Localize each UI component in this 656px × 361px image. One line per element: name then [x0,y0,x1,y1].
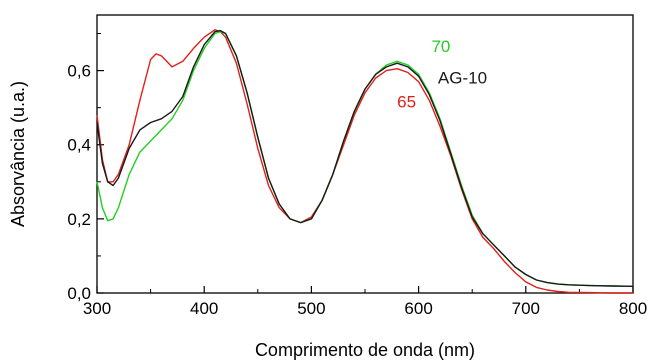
x-tick-label: 600 [404,299,432,318]
x-tick-label: 300 [83,299,111,318]
x-axis-title: Comprimento de onda (nm) [255,340,475,360]
x-tick-label: 500 [297,299,325,318]
y-tick-label: 0,2 [67,210,91,229]
series-lines [96,29,634,294]
x-tick-label: 800 [619,299,647,318]
series-label-65: 65 [397,93,416,112]
series-label-ag-10: AG-10 [438,69,487,88]
x-tick-label: 400 [190,299,218,318]
plot-frame [96,14,634,294]
series-line-ag-10 [96,29,634,287]
y-axis-title: Absorvância (u.a.) [8,81,28,227]
y-tick-label: 0,4 [67,136,91,155]
series-label-70: 70 [431,37,450,56]
x-tick-label: 700 [512,299,540,318]
x-axis-ticks: 300 400 500 600 700 800 [83,286,647,318]
series-line-65 [96,29,633,294]
y-tick-label: 0,0 [67,284,91,303]
series-annotations: 70 AG-10 65 [397,37,487,112]
y-axis-ticks: 0,0 0,2 0,4 0,6 [67,33,104,303]
series-line-70 [96,31,634,287]
y-tick-label: 0,6 [67,62,91,81]
